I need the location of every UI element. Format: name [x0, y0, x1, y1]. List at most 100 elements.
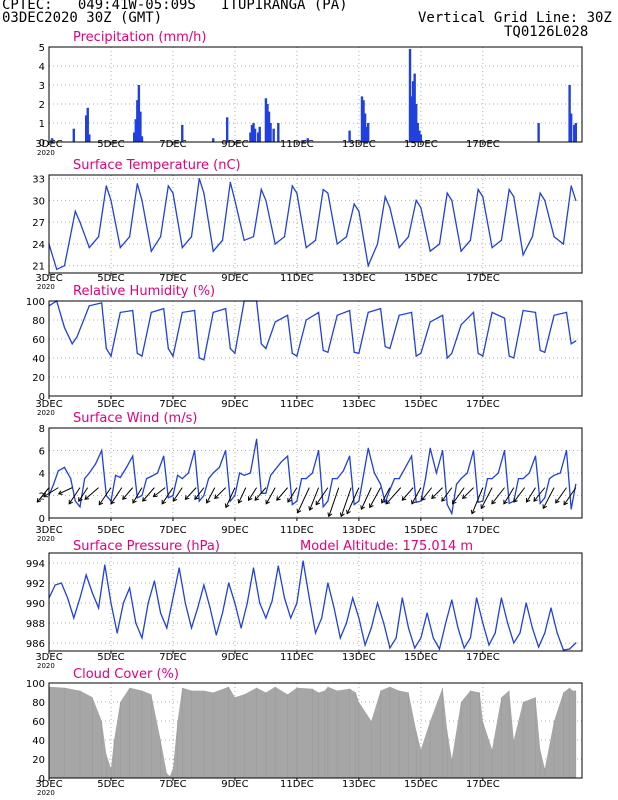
rh-data-point	[136, 352, 138, 354]
wind-data-point	[327, 500, 329, 502]
pres-xtick-label: 9DEC	[221, 652, 248, 663]
pres-data-point	[575, 642, 577, 644]
pres-data-point	[327, 582, 329, 584]
wind-vector	[513, 487, 526, 503]
temp-data-point	[477, 188, 479, 191]
temp-data-point	[119, 246, 121, 249]
wind-vector	[265, 487, 276, 505]
wind-data-point	[497, 472, 499, 474]
wind-data-point	[331, 478, 334, 480]
wind-vector-head	[172, 497, 178, 502]
temp-data-point	[110, 199, 112, 202]
wind-vector-head	[98, 500, 104, 506]
wind-vector-head	[296, 508, 302, 514]
cloud-xtick-label: 17DEC	[466, 779, 500, 790]
pres-data-point	[494, 632, 496, 634]
wind-data-point	[218, 466, 221, 468]
pres-data-point	[110, 602, 112, 604]
pres-data-point	[166, 627, 168, 629]
rh-data-point	[287, 314, 289, 316]
precip-xtick-label: 5DEC	[97, 139, 124, 150]
wind-vector-head	[555, 498, 560, 504]
wind-data-point	[472, 449, 475, 452]
pres-data-point	[141, 637, 143, 639]
rh-data-point	[203, 359, 205, 361]
rh-data-point	[415, 355, 417, 357]
precip-bar	[181, 124, 184, 142]
wind-vector	[381, 487, 391, 504]
wind-vector-head	[78, 497, 83, 502]
wind-vector-head	[184, 495, 190, 500]
rh-data-point	[327, 351, 329, 353]
temp-ytick-label: 33	[32, 175, 45, 186]
pres-data-point	[91, 592, 93, 594]
pres-data-point	[389, 647, 391, 649]
temp-data-point	[243, 239, 245, 241]
temp-data-point	[336, 243, 338, 245]
pres-data-point	[184, 602, 186, 604]
precip-bar	[365, 126, 368, 142]
pres-data-point	[97, 607, 100, 609]
wind-vector	[161, 487, 174, 505]
precip-title: Precipitation (mm/h)	[73, 30, 206, 45]
wind-xtick-label: 7DEC	[159, 525, 186, 536]
pres-data-point	[128, 587, 131, 589]
wind-data-point	[460, 478, 462, 480]
pres-data-point	[432, 637, 434, 639]
cloud-ytick-label: 0	[39, 774, 45, 785]
wind-vector	[411, 487, 422, 505]
wind-plot-area	[49, 428, 582, 518]
rh-data-point	[265, 347, 267, 350]
run-date: 03DEC2020 30Z (GMT)	[2, 10, 163, 26]
wind-data-point	[455, 483, 458, 485]
wind-vector-head	[401, 496, 407, 501]
precip-bar	[225, 117, 229, 142]
rh-xtick-label: 11DEC	[280, 399, 314, 410]
wind-vector	[533, 487, 546, 502]
pres-data-point	[544, 632, 546, 634]
wind-data-point	[398, 478, 400, 480]
wind-data-point	[517, 478, 520, 480]
wind-vector-head	[287, 498, 292, 503]
wind-vector-head	[431, 494, 436, 500]
pres-data-point	[172, 597, 174, 599]
wind-data-point	[84, 478, 86, 480]
pres-data-point	[352, 597, 354, 599]
rh-data-point	[172, 355, 174, 357]
rh-data-point	[508, 355, 510, 357]
pres-data-point	[277, 565, 279, 567]
temp-ytick-label: 27	[32, 218, 45, 229]
rh-data-point	[553, 314, 555, 316]
rh-data-point	[150, 311, 152, 313]
wind-vector	[287, 487, 298, 503]
precip-bar	[258, 126, 261, 142]
rh-data-point	[317, 311, 320, 313]
precip-bar	[86, 107, 89, 142]
pres-ytick-label: 990	[26, 599, 45, 610]
precip-bar	[419, 134, 423, 142]
wind-data-point	[300, 478, 303, 480]
rh-data-point	[101, 302, 103, 304]
vertical-grid-note: Vertical Grid Line: 30Z	[418, 10, 612, 26]
pres-data-point	[116, 632, 118, 634]
precip-ytick-label: 4	[39, 62, 45, 73]
wind-vector	[421, 487, 433, 501]
temp-data-point	[128, 236, 131, 238]
temp-data-point	[198, 178, 200, 180]
wind-vector-head	[161, 499, 167, 505]
wind-vector-head	[503, 499, 508, 505]
rh-data-point	[336, 314, 338, 316]
wind-xtick-label: 15DEC	[404, 525, 438, 536]
pres-data-point	[308, 597, 310, 599]
pres-data-point	[538, 646, 540, 648]
pres-data-point	[234, 602, 236, 604]
wind-data-point	[373, 472, 375, 474]
pres-data-point	[197, 607, 199, 609]
wind-vector-head	[248, 496, 253, 501]
precip-bar	[264, 98, 268, 142]
temp-data-point	[345, 236, 348, 238]
wind-vector-head	[339, 512, 345, 518]
wind-data-point	[305, 478, 307, 480]
pres-data-point	[556, 632, 558, 634]
temp-data-point	[221, 239, 224, 241]
